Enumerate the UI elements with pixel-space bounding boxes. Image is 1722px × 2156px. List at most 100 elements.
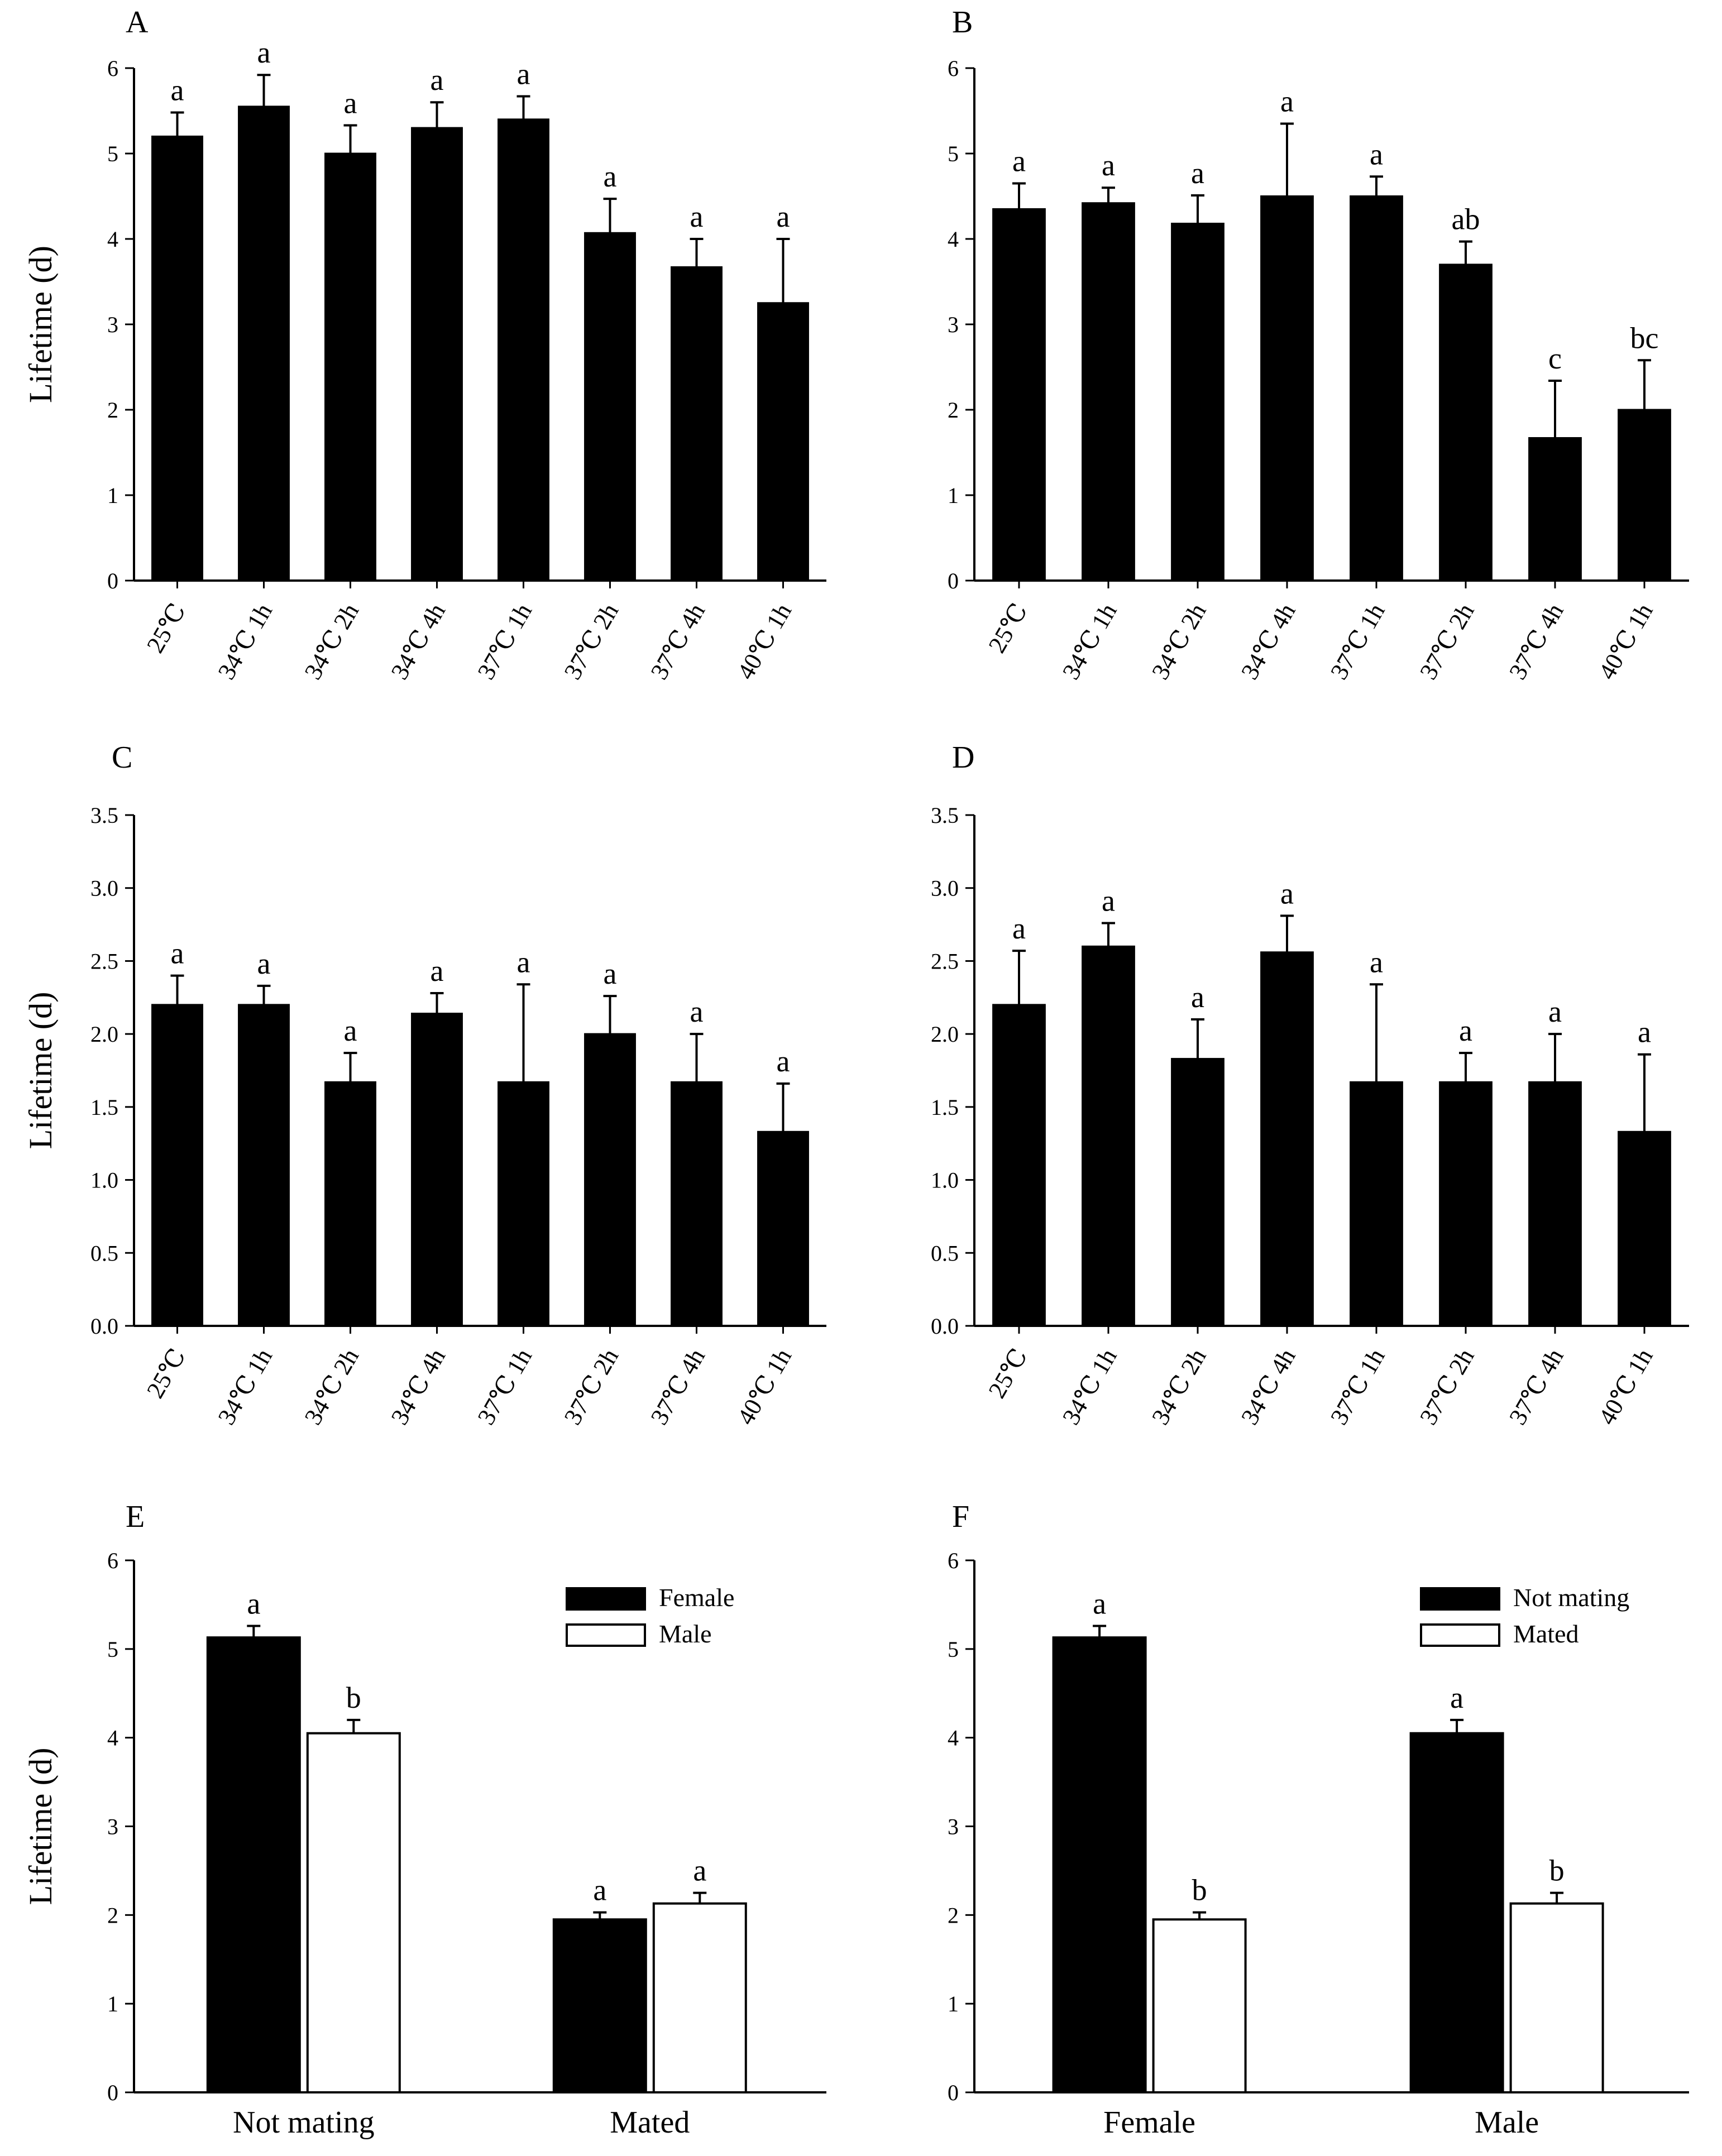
panel-f: F 0 1 2 3 4 5 6 a b Female a b Male Not mating Mated (948, 1499, 1689, 2140)
y-axis-title: Lifetime (d) (22, 246, 59, 403)
y-tick-label: 4 (107, 227, 118, 252)
legend-swatch (566, 1623, 646, 1647)
significance-letter: b (1549, 1854, 1565, 1887)
significance-letter: a (171, 937, 184, 970)
bar (757, 302, 809, 582)
significance-letter: a (1548, 995, 1562, 1028)
bar (1618, 1130, 1671, 1327)
significance-letter: ab (1452, 203, 1480, 236)
panel-letter: A (126, 5, 149, 40)
significance-letter: a (1370, 137, 1383, 171)
bar (552, 1918, 647, 2093)
significance-letter: a (1012, 912, 1026, 945)
significance-letter: a (430, 954, 444, 988)
legend-label: Mated (1513, 1620, 1579, 1648)
legend: Not mating Mated (1420, 1583, 1629, 1648)
y-tick-label: 2.0 (931, 1022, 959, 1047)
bar (652, 1902, 747, 2094)
y-axis-title: Lifetime (d) (22, 1748, 59, 1905)
y-tick-label: 6 (948, 1548, 959, 1573)
bar (584, 232, 636, 582)
bar (324, 152, 376, 582)
significance-letter: b (346, 1681, 361, 1714)
bar (992, 1004, 1046, 1327)
panel-e: E 0 1 2 3 4 5 6 Lifetime (d) a b Not mating a a Mated F… (22, 1499, 826, 2140)
significance-letter: c (1548, 342, 1562, 375)
significance-letter: a (1638, 1015, 1651, 1049)
bar (238, 1004, 290, 1327)
bar (1528, 1081, 1582, 1327)
y-tick-label: 0 (948, 2080, 959, 2105)
significance-letter: a (430, 63, 444, 97)
significance-letter: a (777, 200, 790, 233)
x-tick-label: Female (1103, 2105, 1195, 2140)
y-tick-label: 4 (107, 1726, 118, 1751)
y-axis-title: Lifetime (d) (22, 992, 59, 1149)
panel-letter: C (112, 740, 132, 775)
y-tick-label: 3 (948, 1814, 959, 1839)
legend-label: Female (659, 1583, 734, 1612)
bar (498, 1081, 549, 1327)
y-tick-label: 3 (107, 312, 118, 337)
y-tick-label: 1.0 (90, 1168, 118, 1193)
y-tick-label: 1 (107, 483, 118, 508)
y-tick-label: 2.5 (931, 948, 959, 974)
significance-letter: a (257, 36, 271, 69)
significance-letter: b (1192, 1874, 1207, 1907)
y-tick-label: 2 (107, 1903, 118, 1928)
bar (1618, 409, 1671, 582)
bar (306, 1732, 401, 2094)
y-tick-label: 2 (948, 1903, 959, 1928)
significance-letter: a (517, 57, 530, 90)
bar (1260, 951, 1314, 1327)
y-tick-label: 4 (948, 227, 959, 252)
y-tick-label: 2.5 (90, 948, 118, 974)
panel-letter: D (952, 740, 974, 775)
significance-letter: bc (1630, 321, 1659, 354)
bar (1350, 195, 1403, 582)
significance-letter: a (1093, 1587, 1106, 1621)
y-tick-label: 0.5 (931, 1240, 959, 1266)
x-tick-label: Male (1475, 2105, 1539, 2140)
y-tick-label: 6 (107, 1548, 118, 1573)
bar (992, 208, 1046, 582)
y-tick-label: 0 (107, 2080, 118, 2105)
y-tick-label: 2 (948, 397, 959, 423)
panel-letter: E (126, 1499, 145, 1534)
y-tick-label: 0 (107, 568, 118, 593)
y-tick-label: 1 (107, 1991, 118, 2016)
legend-label: Male (659, 1620, 712, 1648)
significance-letter: a (1450, 1681, 1463, 1714)
y-tick-label: 3 (107, 1814, 118, 1839)
significance-letter: a (1012, 145, 1026, 178)
y-tick-label: 3.5 (90, 803, 118, 828)
legend: Female Male (566, 1583, 734, 1648)
significance-letter: a (247, 1587, 260, 1621)
y-tick-label: 1.5 (931, 1095, 959, 1120)
bar (1260, 195, 1314, 582)
legend-swatch (566, 1587, 646, 1611)
y-tick-label: 6 (948, 56, 959, 81)
bar (1082, 202, 1135, 582)
y-tick-label: 5 (107, 1637, 118, 1662)
significance-letter: a (604, 160, 617, 193)
significance-letter: a (1102, 884, 1115, 917)
y-tick-label: 6 (107, 56, 118, 81)
y-tick-label: 2 (107, 397, 118, 423)
bar (757, 1130, 809, 1327)
y-tick-label: 1 (948, 1991, 959, 2016)
bar (584, 1033, 636, 1327)
significance-letter: a (690, 200, 704, 233)
bar (411, 127, 463, 582)
y-tick-label: 2.0 (90, 1022, 118, 1047)
bar (1528, 437, 1582, 582)
significance-letter: a (604, 957, 617, 990)
x-tick-label: Mated (610, 2105, 690, 2140)
y-tick-label: 0.0 (90, 1314, 118, 1339)
significance-letter: a (1459, 1014, 1472, 1047)
bar (1052, 1636, 1147, 2094)
